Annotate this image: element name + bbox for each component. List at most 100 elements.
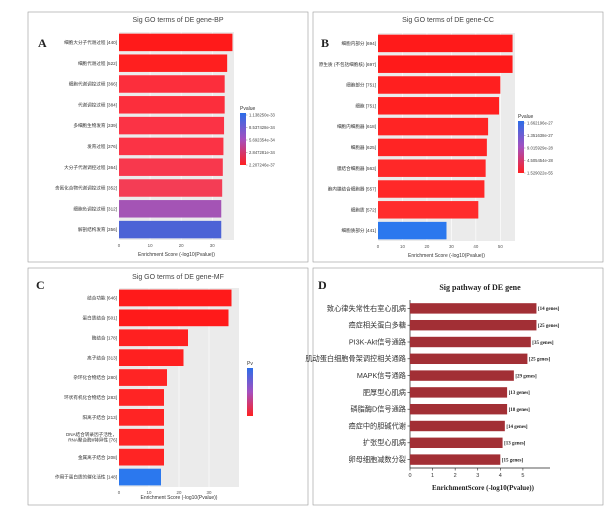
legend-label: 4.505454e-28 [527,158,554,163]
gene-count-label: [35 genes] [532,341,554,346]
gene-count-label: [13 genes] [504,442,526,447]
x-tick-label: 5 [521,473,524,479]
category-label: 肌动蛋白细胞骨架调控相关通路 [305,354,406,363]
category-label: 多细胞生物发育 [339] [73,122,117,129]
x-tick-label: 30 [449,244,454,249]
gene-count-label: [15 genes] [502,458,524,463]
x-axis-title: EnrichmentScore (-log10(Pvalue)) [432,484,535,492]
bar [378,97,500,115]
x-tick-label: 2 [454,473,457,479]
bar [378,34,513,53]
category-label: PI3K-Akt信号通路 [349,337,406,346]
category-label: 细胞内部分 [694] [342,40,376,47]
legend-label: 9.015929e-28 [527,145,554,150]
category-label: 细胞部分 [751] [346,82,376,89]
legend-label: 1.138250e-33 [249,112,276,117]
chart-title: Sig GO terms of DE gene-MF [132,274,224,281]
gene-count-label: [25 genes] [538,324,560,329]
x-tick-label: 20 [179,243,184,248]
x-axis-title: Enrichment Score (-log10(Pvalue)) [138,252,215,258]
category-label: 结合功能 [646] [87,295,117,302]
bar [119,408,164,426]
category-label: 胞内膜结合细胞器 [557] [328,186,376,193]
bar [410,387,508,398]
category-label: 金属离子结合 [208] [78,454,117,461]
bar [119,389,164,406]
category-label: 离子结合 [313] [87,354,117,361]
x-tick-label: 20 [424,244,429,249]
bar [119,158,223,176]
x-tick-label: 10 [147,490,152,495]
category-label: 膜结合细胞器 [563] [337,165,376,172]
category-label: 含氮化合物代谢调控过程 [352] [55,185,117,192]
category-label: 大分子代谢调控过程 [364] [64,164,117,171]
bar [378,117,489,136]
category-label: 作用于蛋白质的催化活性 [148] [55,474,117,481]
legend-label: 2.207246e-37 [249,162,276,167]
panel-label: D [318,278,327,292]
bar [119,448,164,466]
bar [119,116,225,135]
category-label: 细胞 [751] [355,102,376,109]
bar [119,179,223,197]
legend-label: 8.537428e-34 [249,125,276,130]
bar [410,319,537,331]
category-label: 细胞质 [572] [351,206,376,213]
gene-count-label: [29 genes] [515,374,537,379]
category-label: 细胞内细胞器 [618] [337,123,376,130]
bar [119,33,233,52]
panel-label: A [38,36,47,50]
bar [119,289,232,307]
chart-title: Sig pathway of DE gene [439,283,521,292]
x-tick-label: 10 [400,244,405,249]
category-label: 蛋白质结合 [501] [83,314,117,321]
bar [119,200,222,218]
x-tick-label: 40 [473,244,478,249]
bar [410,420,505,432]
category-label: 阳离子结合 [213] [83,414,117,421]
bar [378,138,487,157]
bar [119,309,229,327]
legend-label: 5.692354e-34 [249,137,276,142]
category-label: MAPK信号通路 [357,371,406,380]
legend-label: 2.847281e-34 [249,150,276,155]
category-label: 原生质 (不包括细胞核) [697] [319,61,376,68]
bar [119,329,188,347]
bar [119,468,161,486]
gene-count-label: [18 genes] [509,408,531,413]
x-tick-label: 30 [207,490,212,495]
category-label: 代谢调控过程 [384] [78,101,117,108]
panel-kegg: D Sig pathway of DE gene 0 1 2 3 4 5 致心律失常性右室心肌病… [305,267,604,506]
category-label: DNA结合转录因子活性， RNA聚合酶II特异性 [76] [66,431,117,444]
gene-count-label: [14 genes] [538,307,560,312]
bar [378,159,486,177]
bar [119,428,164,446]
legend-title: Pvalue [240,106,256,112]
category-label: 环状有机化合物结合 [283] [64,394,117,401]
chart-title: Sig GO terms of DE gene-CC [402,17,494,24]
category-label: 细胞器 [625] [351,144,376,151]
x-axis-title: Enrichment Score (-log10(Pvalue)) [408,253,485,259]
category-label: 细胞代谢调控过程 [366] [69,81,117,88]
x-tick-label: 20 [177,490,182,495]
category-label: 磷脂酶D信号通路 [350,405,406,414]
bar [119,349,184,367]
bar [410,370,514,381]
category-label-line: RNA聚合酶II特异性 [76] [68,436,117,443]
bar [410,403,508,415]
x-tick-label: 10 [148,243,153,248]
bar [410,353,528,365]
category-label: 细胞负调控过程 [312] [73,205,117,212]
category-label: 细胞代谢过程 [522] [78,60,117,67]
bar [119,54,228,72]
bar [119,137,224,156]
x-tick-label: 0 [118,490,121,495]
bar [378,55,513,73]
panel-cc: B Sig GO terms of DE gene-CC 0 10 20 30 40 50 细胞… [312,11,604,263]
bar [378,201,479,219]
x-axis-title: Enrichment Score (-log10(Pvalue)) [141,495,218,501]
category-label: 解剖结构发育 [356] [78,226,117,233]
bar [410,336,531,348]
legend-label: 1.662196e-27 [527,120,554,125]
